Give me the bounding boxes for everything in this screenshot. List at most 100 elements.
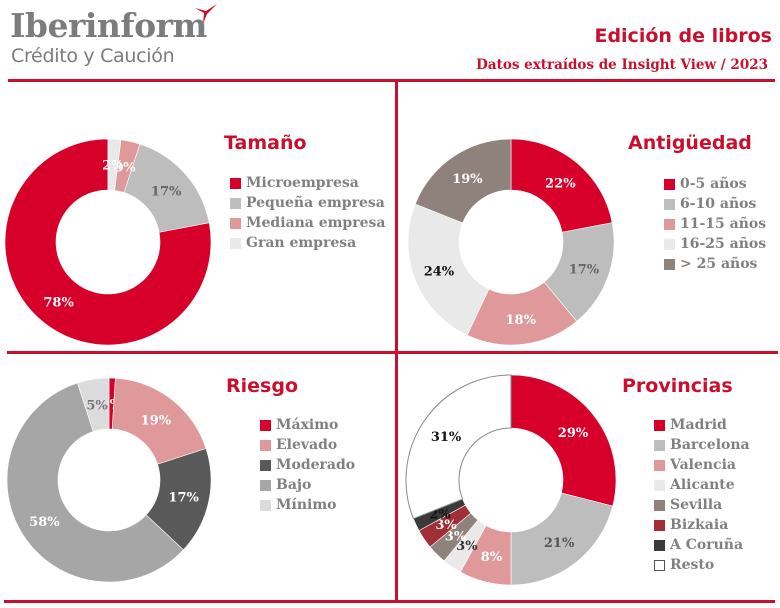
legend-swatch [664,198,675,210]
slice-minimo [77,377,110,432]
legend-label: Valencia [670,457,736,473]
chart-legend: 0-5 años 6-10 años 11-15 años 16-25 años > 2… [664,174,766,274]
data-label-0-5-anos: 22% [545,176,576,191]
legend-item-bizkaia: Bizkaia [654,515,750,535]
donut-antiguedad: 22% 17% 18% 24% 19% [407,138,615,346]
data-label-resto: 31% [431,430,462,445]
legend-item-elevado: Elevado [260,435,355,455]
legend-item-6-10-anos: 6-10 años [664,194,766,214]
panel-tamano: 78% 17% 3% 2% Tamaño Microempresa Pequeña em… [0,82,395,351]
legend-item-gran-empresa: Gran empresa [230,233,385,253]
middle-rule [7,351,778,354]
legend-item-16-25-anos: 16-25 años [664,234,766,254]
data-label-minimo: 5% [86,398,108,413]
slice-microempresa [4,138,212,346]
legend-label: 16-25 años [680,236,767,252]
legend-label: Madrid [670,417,727,433]
legend-label: Gran empresa [246,235,357,251]
data-label-pequena-empresa: 17% [151,185,182,200]
legend-item-mediana-empresa: Mediana empresa [230,213,385,233]
legend-item-pequena-empresa: Pequeña empresa [230,193,385,213]
legend-swatch [260,459,271,471]
data-label-sevilla: 3% [445,530,467,545]
slice-25-anos [414,138,512,224]
legend-label: Barcelona [670,437,750,453]
data-label-moderado: 17% [168,491,199,506]
legend-label: Microempresa [246,175,359,191]
legend-item-microempresa: Microempresa [230,173,385,193]
legend-item-madrid: Madrid [654,415,750,435]
legend-item-moderado: Moderado [260,455,355,475]
chart-title: Riesgo [226,375,298,397]
legend-label: Elevado [276,437,338,453]
report-title: Edición de libros [594,25,772,47]
legend-label: 6-10 años [680,196,757,212]
legend-item-0-5-anos: 0-5 años [664,174,766,194]
donut-riesgo: 1%19%17%58%5% [6,377,212,583]
legend-swatch [664,238,675,250]
brand-tagline: Crédito y Caución [11,45,175,67]
slice-gran-empresa [107,138,122,191]
legend-label: 0-5 años [680,176,747,192]
legend-swatch [654,539,665,551]
data-label-microempresa: 78% [43,296,74,311]
legend-swatch [654,479,665,491]
legend-label: > 25 años [680,256,758,272]
data-label-gran-empresa: 2% [102,159,124,174]
chart-legend: Madrid Barcelona Valencia Alicante Sevilla Bi… [654,415,750,575]
chart-legend: Máximo Elevado Moderado Bajo Mínimo [260,415,355,515]
legend-swatch [654,459,665,471]
brand-mark-icon [195,4,217,24]
legend-swatch [230,197,241,209]
legend-label: Mínimo [276,497,337,513]
donut-provincias: 29%21%8%3%3%3%2%31% [405,374,617,586]
legend-label: Bajo [276,477,312,493]
report-subtitle: Datos extraídos de Insight View / 2023 [476,57,768,73]
legend-swatch [654,519,665,531]
slice-barcelona [510,492,614,586]
data-label-16-25-anos: 24% [424,265,455,280]
panel-antiguedad: 22% 17% 18% 24% 19% Antigüedad 0-5 años 6-10 … [398,82,780,351]
data-label-a-coruna: 2% [429,507,451,522]
legend-swatch [230,217,241,229]
brand-logo-text: Iberinform [10,6,207,45]
data-label-bajo: 58% [29,515,60,530]
legend-label: Moderado [276,457,356,473]
slice-0-5-anos [510,138,613,233]
legend-swatch [664,258,675,270]
legend-swatch [654,559,665,571]
data-label-11-15-anos: 18% [505,313,536,328]
data-label-valencia: 8% [481,550,503,565]
data-label-madrid: 29% [558,426,589,441]
slice-16-25-anos [407,203,490,336]
data-label-barcelona: 21% [544,536,575,551]
slice-bajo [6,382,184,583]
legend-swatch [260,499,271,511]
data-label-alicante: 3% [456,539,478,554]
legend-label: Resto [670,557,715,573]
panel-provincias: 29% 21% 8% 3% 3% 3% 2% 31% Provincias Madrid Bar… [398,354,780,600]
legend-swatch [230,177,241,189]
legend-label: 11-15 años [680,216,767,232]
chart-title: Antigüedad [628,132,752,154]
legend-item-barcelona: Barcelona [654,435,750,455]
legend-item-25-anos: > 25 años [664,254,766,274]
data-label-mediana-empresa: 3% [114,160,136,175]
legend-swatch [260,419,271,431]
donut-tamano: 78% 17% 3%2% [4,138,212,346]
legend-item-bajo: Bajo [260,475,355,495]
chart-title: Tamaño [224,132,307,154]
legend-item-sevilla: Sevilla [654,495,750,515]
data-label-elevado: 19% [141,414,172,429]
footer-rule [4,600,775,603]
legend-swatch [664,178,675,190]
legend-item-minimo: Mínimo [260,495,355,515]
legend-label: Bizkaia [670,517,729,533]
data-label-6-10-anos: 17% [569,262,600,277]
legend-label: A Coruña [670,537,744,553]
legend-swatch [260,479,271,491]
legend-label: Sevilla [670,497,723,513]
legend-item-valencia: Valencia [654,455,750,475]
data-label-25-anos: 19% [452,172,483,187]
panel-riesgo: 1% 19% 17% 58% 5% Riesgo Máximo Elevado Modera… [0,354,395,600]
